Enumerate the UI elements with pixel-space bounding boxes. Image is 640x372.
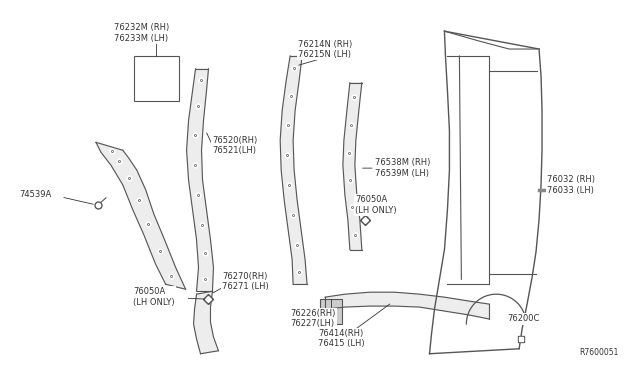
- Bar: [134, 56, 179, 101]
- Text: 76232M (RH)
76233M (LH): 76232M (RH) 76233M (LH): [114, 23, 169, 43]
- Text: 76520(RH)
76521(LH): 76520(RH) 76521(LH): [212, 136, 258, 155]
- Polygon shape: [193, 291, 218, 354]
- Text: 76226(RH)
76227(LH): 76226(RH) 76227(LH): [290, 309, 335, 328]
- Text: 74539A: 74539A: [19, 190, 52, 199]
- Polygon shape: [187, 69, 214, 291]
- Bar: [320, 299, 342, 324]
- Polygon shape: [325, 292, 489, 319]
- Polygon shape: [343, 83, 362, 250]
- Text: R7600051: R7600051: [579, 348, 619, 357]
- Text: 76200C: 76200C: [507, 314, 540, 324]
- Polygon shape: [96, 142, 186, 289]
- Text: 76032 (RH)
76033 (LH): 76032 (RH) 76033 (LH): [547, 175, 595, 195]
- Text: 76050A
(LH ONLY): 76050A (LH ONLY): [133, 288, 175, 307]
- Text: 76538M (RH)
76539M (LH): 76538M (RH) 76539M (LH): [375, 158, 430, 178]
- Text: 76214N (RH)
76215N (LH): 76214N (RH) 76215N (LH): [298, 39, 353, 59]
- Text: 76050A
(LH ONLY): 76050A (LH ONLY): [355, 195, 396, 215]
- Text: 76414(RH)
76415 (LH): 76414(RH) 76415 (LH): [318, 329, 365, 348]
- Text: 76270(RH)
76271 (LH): 76270(RH) 76271 (LH): [223, 272, 269, 291]
- Polygon shape: [280, 56, 307, 284]
